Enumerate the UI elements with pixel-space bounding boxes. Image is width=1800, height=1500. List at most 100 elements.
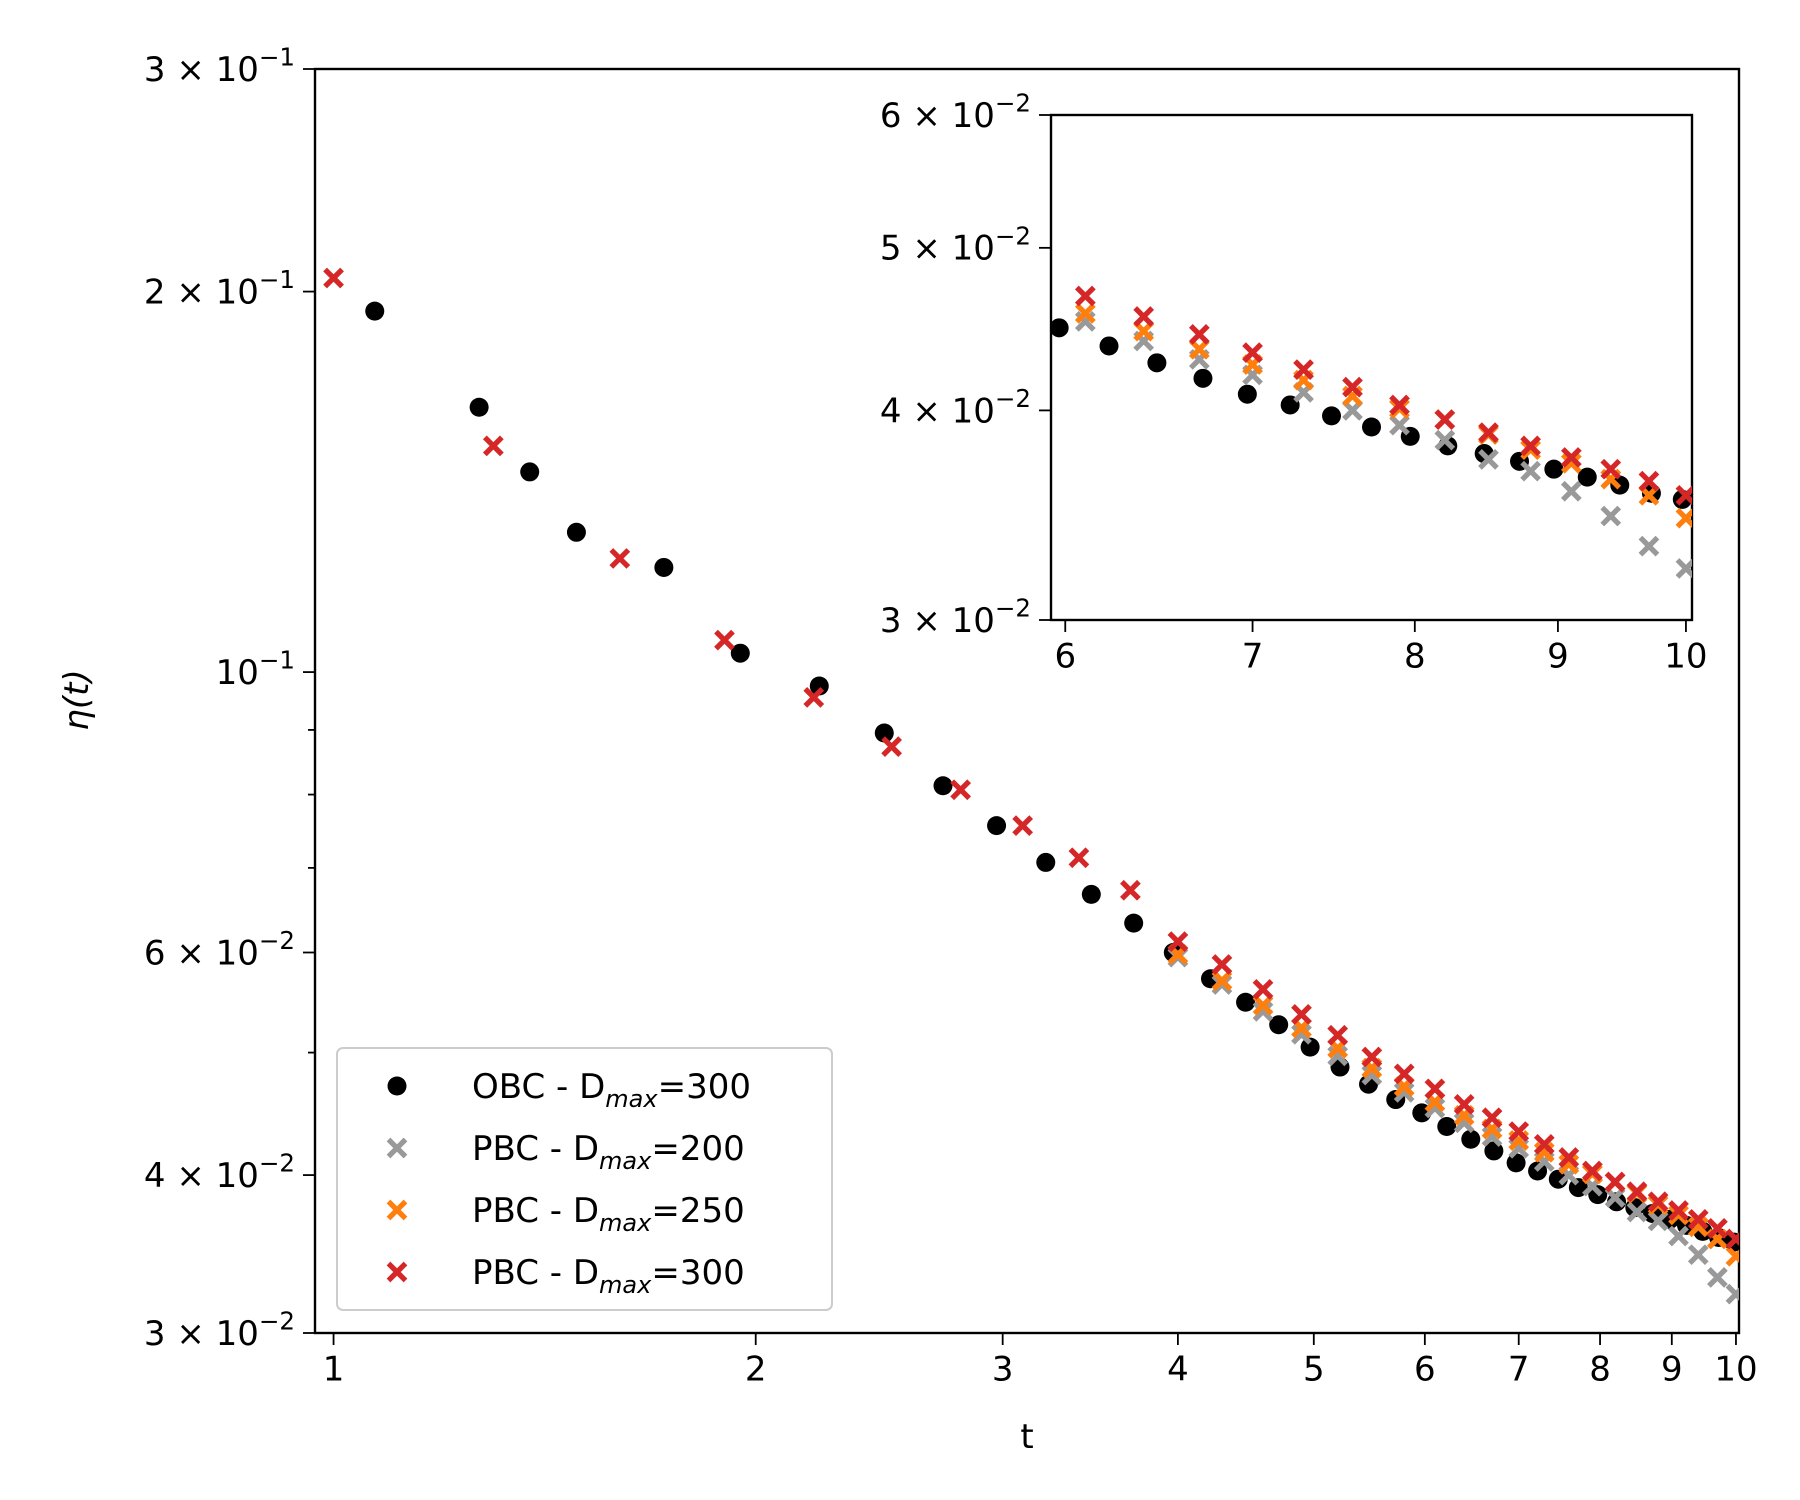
data-point-circle <box>1461 1129 1481 1149</box>
legend-label: PBC - Dmax=300 <box>472 1253 745 1299</box>
inset-data-point-x <box>1342 376 1363 398</box>
data-point-x <box>881 736 902 758</box>
legend: OBC - Dmax=300 PBC - Dmax=200 PBC - Dmax=2… <box>336 1047 833 1311</box>
data-point-x <box>609 548 631 569</box>
data-point-x <box>1668 1200 1689 1221</box>
inset-data-point-x <box>1560 447 1582 468</box>
data-point-x <box>1582 1160 1603 1182</box>
data-point-x <box>1327 1024 1349 1046</box>
data-point-x <box>1558 1153 1580 1175</box>
inset-data-point-circle <box>1237 384 1257 404</box>
main-x-tick-label: 1 <box>323 1350 345 1390</box>
data-point-circle <box>987 816 1007 836</box>
inset-data-point-x <box>1242 342 1263 364</box>
inset-points <box>1051 285 1692 579</box>
inset-data-point-x <box>1675 484 1692 506</box>
data-point-x <box>1668 1204 1689 1226</box>
data-point-x <box>1252 994 1274 1016</box>
main-x-tick-label: 4 <box>1167 1350 1189 1390</box>
inset-x-tick-label: 9 <box>1547 637 1569 677</box>
data-point-x <box>1481 1107 1503 1129</box>
legend-marker <box>386 1199 408 1221</box>
main-x-tick-label: 6 <box>1414 1350 1436 1390</box>
data-point-circle <box>1506 1153 1526 1173</box>
inset-data-point-x <box>1434 429 1456 451</box>
inset-x-tick-label: 7 <box>1242 637 1264 677</box>
data-point-x <box>1211 974 1233 995</box>
data-point-x <box>1668 1225 1689 1247</box>
data-point-x <box>1012 815 1034 836</box>
data-point-x <box>1687 1208 1709 1230</box>
data-point-circle <box>1036 852 1056 872</box>
main-x-tick-label: 7 <box>1508 1350 1530 1390</box>
inset-data-point-x <box>1389 394 1410 416</box>
data-point-circle <box>566 522 586 542</box>
legend-label: PBC - Dmax=200 <box>472 1129 745 1175</box>
inset-data-point-circle <box>1147 353 1167 373</box>
inset-data-point-x <box>1638 535 1660 557</box>
data-point-x <box>1291 1023 1312 1045</box>
data-point-x <box>1424 1078 1446 1100</box>
inset-data-point-circle <box>1362 417 1382 437</box>
data-point-circle <box>1437 1117 1457 1137</box>
data-point-x <box>1291 1004 1312 1025</box>
data-point-circle <box>365 301 385 321</box>
data-point-x <box>1604 1171 1626 1193</box>
main-x-tick-label: 2 <box>745 1350 767 1390</box>
inset-data-point-x <box>1675 507 1692 529</box>
main-x-tick-label: 3 <box>992 1350 1014 1390</box>
data-point-x <box>1120 879 1141 901</box>
data-point-x <box>1453 1112 1475 1134</box>
inset-data-point-circle <box>1577 467 1597 487</box>
data-point-circle <box>1081 884 1101 904</box>
inset-axes: 6 7 8 9 10 6 × 10−2 5 × 10−2 4 × 10−2 3 × 10−2 <box>880 89 1708 677</box>
inset-data-point-x <box>1560 480 1582 502</box>
inset-data-point-x <box>1600 458 1622 480</box>
data-point-circle <box>874 723 894 743</box>
main-y-tick-label: 4 × 10−2 <box>144 1149 295 1196</box>
data-point-x <box>1647 1191 1669 1213</box>
inset-data-point-x <box>1560 452 1582 474</box>
data-point-x <box>1211 954 1233 975</box>
legend-box <box>336 1047 833 1311</box>
inset-data-point-x <box>1478 422 1499 443</box>
series-3 <box>323 267 1739 1250</box>
inset-data-point-x <box>1638 470 1660 492</box>
main-frame <box>313 67 1741 1335</box>
x-axis-label: t <box>1020 1417 1033 1457</box>
main-x-tick-label: 5 <box>1303 1350 1325 1390</box>
data-point-x <box>1725 1228 1739 1250</box>
inset-data-point-x <box>1520 460 1541 482</box>
data-point-circle <box>1300 1037 1320 1057</box>
inset-data-point-circle <box>1544 459 1564 479</box>
inset-data-point-x <box>1675 558 1692 579</box>
data-point-circle <box>520 462 540 482</box>
main-axes: 1 2 3 4 5 6 7 8 9 10 3 × 10−1 2 × 10−1 10−1 6 × 10−2 4… <box>144 43 1758 1390</box>
inset-data-point-x <box>1074 285 1096 307</box>
inset-data-point-x <box>1188 324 1210 345</box>
data-point-x <box>1725 1283 1739 1305</box>
data-point-x <box>1558 1147 1580 1168</box>
inset-background <box>1051 115 1692 620</box>
inset-data-point-x <box>1074 302 1096 324</box>
inset-data-point-x <box>1293 359 1314 381</box>
inset-x-tick-label: 6 <box>1054 637 1076 677</box>
data-point-x <box>1211 970 1233 992</box>
data-point-x <box>1604 1187 1626 1208</box>
inset-series-3 <box>1074 285 1692 506</box>
legend-label: PBC - Dmax=250 <box>472 1191 745 1237</box>
inset-y-tick-label: 4 × 10−2 <box>880 384 1031 431</box>
data-point-x <box>1361 1046 1383 1068</box>
data-point-circle <box>1124 913 1144 933</box>
main-points <box>323 267 1739 1305</box>
data-point-x <box>1424 1097 1446 1119</box>
data-point-x <box>1687 1244 1709 1266</box>
inset-y-tick-label: 5 × 10−2 <box>880 221 1031 268</box>
inset-frame <box>1049 113 1694 622</box>
inset-data-point-x <box>1133 306 1155 327</box>
data-point-circle <box>1236 992 1256 1012</box>
data-point-x <box>1453 1093 1475 1115</box>
inset-data-point-circle <box>1322 406 1342 426</box>
data-point-circle <box>1269 1015 1289 1035</box>
